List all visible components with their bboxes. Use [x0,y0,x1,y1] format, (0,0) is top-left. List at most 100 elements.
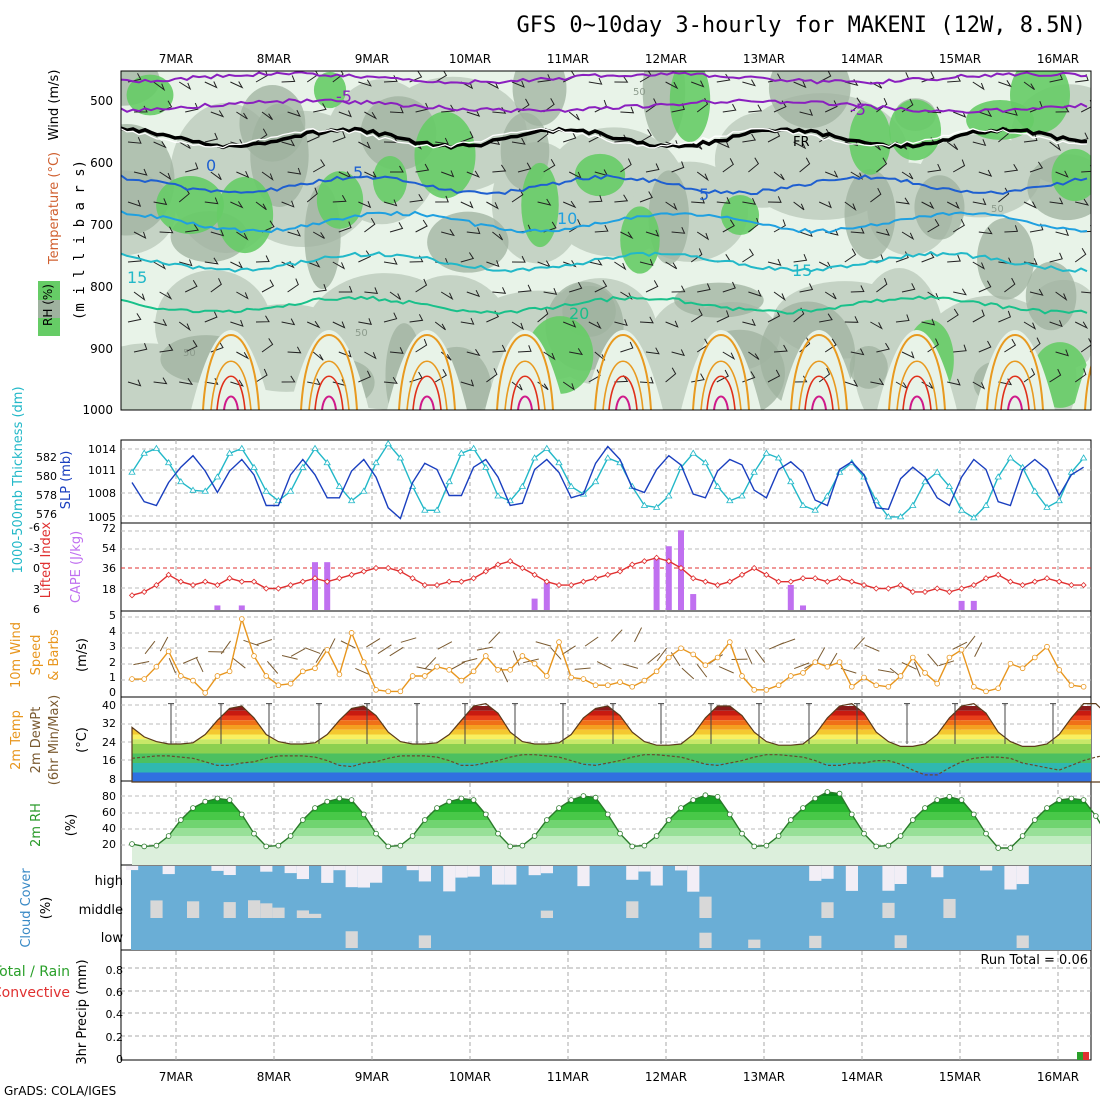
wind-barb-upper [620,231,634,240]
wind-barb-upper [696,231,710,241]
contour-loop-orange [300,334,358,410]
cloud-gap-mid [943,898,956,918]
wind-barb-upper [312,159,326,173]
lifted-index-point [324,578,331,585]
wind10-speed-point [958,646,965,653]
wind10-speed-point [226,668,233,675]
li-tick-minus6: -6 [29,521,40,534]
pressure-axis: 500 600 700 800 900 1000 [82,94,113,417]
contour-loop-magenta [223,395,239,410]
thickness-point [762,449,771,456]
wind-barb-upper [415,278,428,293]
wind-barb-upper [927,291,940,301]
wind-barb-upper [895,251,909,263]
pressure-tick-1000: 1000 [82,403,113,417]
wind-barb-upper [261,220,275,233]
wind-barb-upper [824,100,838,113]
rh-green-blob [1051,148,1091,202]
contour-loop-orange-inner [994,360,1036,410]
rh2m-point [336,795,343,802]
wind-barb-upper [511,321,524,331]
wind10-speed-point [348,630,355,636]
wind-barb-upper [1055,170,1069,178]
panel-frame [120,610,1092,698]
lifted-index-point [531,571,538,578]
temp2m-label-2: 2m DewPt [29,707,44,774]
wind-barb-upper [332,71,344,83]
pressure-tick-700: 700 [90,218,113,232]
wind10-speed-point [909,654,916,661]
contour-loop-orange-inner [406,360,448,410]
wind-barb-upper [563,260,577,268]
contour-loop-orange-inner [602,360,644,410]
wind10-barb [877,669,894,674]
thickness-tick-580: 580 [36,470,57,483]
rh2m-point [885,842,892,849]
wind10-unit: (m/s) [75,638,90,672]
wind-barb-upper [588,195,603,203]
lifted-index-point [165,571,172,578]
li-tick-3: 3 [33,583,40,596]
wind-barb-upper [799,283,814,293]
wind-barb-upper [870,187,882,203]
wind-barb-upper [972,139,987,147]
wind-barb-upper [1055,229,1070,237]
rh2m-point [751,843,757,850]
cape-bar [238,605,245,610]
rh2m-point [360,811,367,818]
wind-barb-upper [639,259,654,266]
wind-barb-upper [870,321,883,330]
contour-loop-orange-inner [700,360,742,410]
wind10-speed-point [934,680,940,687]
wind-barb-upper [389,106,404,114]
wind-barb-upper [1055,105,1070,113]
wind-barb-upper [179,259,193,267]
wind-barb-upper [850,285,865,293]
temp-tick-8: 8 [109,773,116,786]
rh2m-point [409,833,416,839]
wind-barb-upper [153,81,166,92]
thickness-point [933,468,941,475]
bottom-date-label: 15MAR [939,1070,981,1084]
top-date-label: 10MAR [449,52,491,66]
lifted-index-point [909,588,916,595]
contour-loop-orange-inner [896,360,938,410]
wind-barb-upper [486,260,500,268]
boundary-layer-plume [975,330,1055,410]
wind-barb-upper [1055,349,1069,357]
lifted-index-point [336,575,343,582]
lifted-index-point [934,585,941,592]
cape-bar [970,600,977,610]
thickness-tick-578: 578 [36,489,57,502]
wind10-barb [927,653,939,667]
wind-barb-upper [844,316,859,323]
contour-loop-orange [1084,363,1091,410]
wind10-speed-point [397,688,404,695]
contour-loop-orange-inner [210,360,252,410]
wind10-speed-point [1044,643,1050,650]
cape-bar [958,600,965,610]
wind10-barb [424,657,437,670]
wind-barb-upper [466,349,481,357]
thickness-tick-582: 582 [36,451,57,464]
wind-barb-upper [358,250,371,263]
cloud-gap-high [406,866,419,871]
rh2m-point [190,805,196,811]
wind-barb-upper [159,226,174,234]
wind-barb-upper [358,141,371,150]
wind-barb-upper [127,254,142,263]
wind10-speed-point [299,668,306,675]
thickness-point [262,487,270,494]
thickness-point [799,501,807,508]
cloud-gap-mid [699,896,712,918]
wind10-speed-point [360,659,367,665]
rh-label-50-c: 50 [355,328,368,339]
cloud-gap-low [748,939,761,948]
cape-bar [531,598,538,610]
rh2m-point [141,843,148,850]
thickness-point [896,513,905,520]
bottom-date-label: 14MAR [841,1070,883,1084]
precip-convective-label: Convective [0,985,70,1001]
wind10-speed-point [385,688,392,695]
contour-loop-magenta [1007,395,1023,410]
